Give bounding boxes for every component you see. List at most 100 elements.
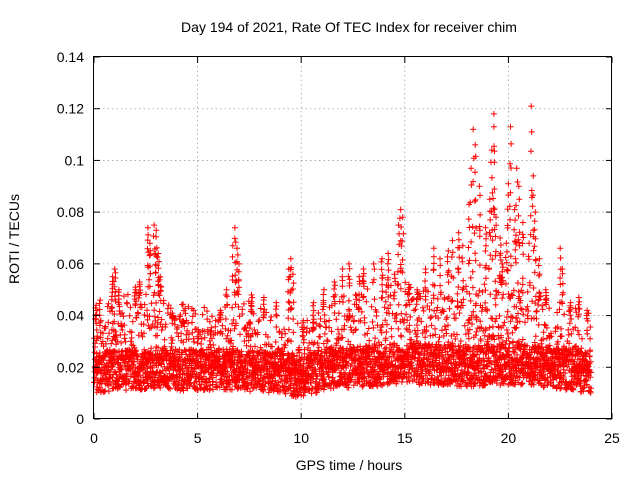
data-point xyxy=(532,235,539,242)
data-point xyxy=(339,283,346,290)
data-point xyxy=(369,279,376,286)
data-point xyxy=(370,260,377,267)
data-point xyxy=(119,327,126,333)
data-point xyxy=(232,322,239,329)
data-point xyxy=(585,363,592,370)
data-point xyxy=(482,224,489,231)
data-point xyxy=(198,336,205,342)
data-point xyxy=(531,269,538,276)
data-point xyxy=(430,245,437,252)
data-point xyxy=(136,292,143,299)
data-point xyxy=(371,353,378,360)
data-point xyxy=(290,316,297,323)
data-point xyxy=(257,305,264,312)
data-point xyxy=(122,338,129,345)
data-point xyxy=(577,348,584,355)
data-point xyxy=(557,275,564,281)
data-point xyxy=(245,319,252,326)
data-point xyxy=(192,310,199,317)
data-point xyxy=(265,389,272,396)
data-point xyxy=(370,276,377,283)
data-point xyxy=(468,182,475,188)
data-point xyxy=(567,312,574,319)
data-point xyxy=(247,388,254,395)
data-point xyxy=(232,301,239,308)
data-point xyxy=(471,366,478,373)
x-tick-label: 15 xyxy=(397,430,413,446)
data-point xyxy=(511,206,518,213)
data-point xyxy=(555,382,562,389)
data-point xyxy=(167,305,174,312)
data-point xyxy=(430,260,437,267)
data-point xyxy=(351,317,358,324)
data-point xyxy=(473,351,480,358)
data-point xyxy=(180,301,186,308)
data-point xyxy=(356,297,363,304)
data-point xyxy=(532,209,539,216)
data-point xyxy=(497,242,504,248)
data-point xyxy=(231,235,238,242)
data-point xyxy=(228,386,235,393)
data-point xyxy=(156,369,163,376)
data-point xyxy=(131,296,138,303)
data-point xyxy=(141,312,148,318)
data-point xyxy=(311,326,317,332)
data-point xyxy=(444,348,451,355)
data-point xyxy=(529,203,536,210)
data-point xyxy=(369,318,376,325)
data-point xyxy=(156,308,163,315)
data-point xyxy=(229,320,236,327)
data-point xyxy=(516,239,522,246)
data-point xyxy=(169,337,176,344)
data-point xyxy=(154,332,161,339)
data-point xyxy=(507,216,513,223)
data-point xyxy=(530,192,536,199)
data-point xyxy=(105,300,112,307)
data-point xyxy=(422,293,429,300)
data-point xyxy=(471,343,478,350)
data-point xyxy=(219,330,226,337)
data-point xyxy=(341,322,348,329)
data-point xyxy=(572,343,578,350)
data-point xyxy=(469,348,476,355)
data-point xyxy=(417,350,424,357)
data-point xyxy=(482,242,489,249)
data-point xyxy=(575,313,582,320)
data-point xyxy=(356,280,363,287)
data-point xyxy=(556,306,563,313)
data-point xyxy=(143,291,149,298)
data-point xyxy=(227,327,234,334)
data-point xyxy=(273,303,280,310)
data-point xyxy=(273,324,280,330)
data-point xyxy=(235,291,242,298)
data-point xyxy=(154,254,161,261)
data-point xyxy=(449,237,456,244)
data-point xyxy=(301,346,308,353)
x-axis-title: GPS time / hours xyxy=(296,457,403,473)
data-point xyxy=(424,303,431,309)
data-point xyxy=(360,273,367,280)
data-point xyxy=(105,388,112,395)
data-point xyxy=(310,319,317,326)
data-point xyxy=(507,160,513,167)
data-point xyxy=(264,334,271,340)
data-point xyxy=(422,278,428,284)
data-point xyxy=(385,284,392,291)
data-point xyxy=(320,301,327,308)
data-point xyxy=(360,293,367,300)
data-point xyxy=(109,304,116,311)
data-point xyxy=(139,333,146,340)
y-tick-label: 0.04 xyxy=(57,308,84,324)
data-point xyxy=(421,352,428,359)
data-point xyxy=(374,322,381,329)
data-point xyxy=(109,374,116,381)
data-point xyxy=(393,311,400,318)
data-point xyxy=(454,304,461,311)
data-point xyxy=(455,265,462,272)
data-point xyxy=(388,333,395,340)
data-point xyxy=(517,305,524,312)
data-point xyxy=(345,260,352,267)
data-point xyxy=(112,275,119,281)
data-point xyxy=(550,382,557,389)
data-point xyxy=(310,302,316,309)
